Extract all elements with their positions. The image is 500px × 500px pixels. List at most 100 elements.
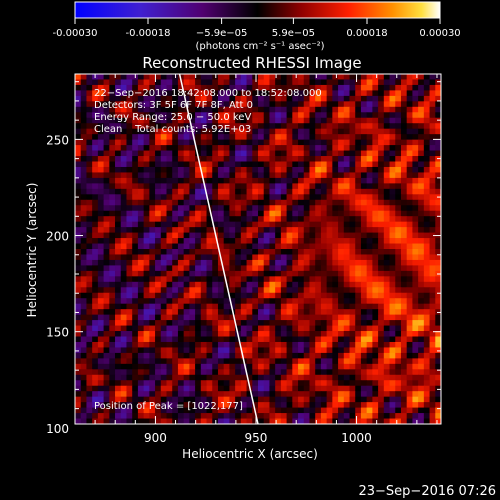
heatmap-cell bbox=[263, 276, 270, 283]
heatmap-cell bbox=[263, 161, 270, 168]
heatmap-cell bbox=[309, 276, 316, 283]
heatmap-cell bbox=[343, 396, 350, 403]
heatmap-cell bbox=[418, 352, 425, 359]
heatmap-cell bbox=[360, 232, 368, 239]
heatmap-cell bbox=[92, 101, 99, 108]
heatmap-cell bbox=[132, 347, 139, 354]
heatmap-cell bbox=[97, 156, 104, 162]
heatmap-cell bbox=[429, 374, 436, 381]
heatmap-cell bbox=[246, 309, 253, 316]
heatmap-cell bbox=[263, 216, 270, 223]
heatmap-cell bbox=[378, 166, 385, 173]
heatmap-cell bbox=[172, 161, 179, 168]
heatmap-cell bbox=[177, 90, 185, 97]
heatmap-cell bbox=[389, 352, 396, 359]
heatmap-cell bbox=[292, 106, 299, 113]
heatmap-cell bbox=[349, 101, 356, 108]
heatmap-cell bbox=[206, 172, 213, 179]
heatmap-cell bbox=[137, 221, 145, 228]
heatmap-cell bbox=[155, 341, 162, 348]
heatmap-cell bbox=[155, 352, 162, 359]
heatmap-cell bbox=[423, 341, 430, 348]
heatmap-cell bbox=[269, 177, 276, 184]
heatmap-cell bbox=[97, 216, 104, 223]
heatmap-cell bbox=[418, 117, 425, 124]
heatmap-cell bbox=[223, 320, 230, 326]
heatmap-cell bbox=[378, 347, 385, 354]
heatmap-cell bbox=[149, 156, 156, 162]
heatmap-cell bbox=[298, 358, 305, 365]
heatmap-cell bbox=[429, 238, 436, 244]
heatmap-cell bbox=[217, 84, 225, 91]
heatmap-cell bbox=[389, 95, 396, 102]
heatmap-cell bbox=[258, 238, 265, 244]
heatmap-cell bbox=[366, 270, 373, 277]
heatmap-cell bbox=[355, 216, 362, 223]
heatmap-cell bbox=[183, 199, 190, 206]
heatmap-cell bbox=[97, 210, 104, 217]
heatmap-cell bbox=[338, 358, 345, 365]
heatmap-cell bbox=[315, 336, 322, 343]
heatmap-cell bbox=[280, 385, 287, 392]
heatmap-cell bbox=[360, 259, 368, 266]
heatmap-cell bbox=[229, 325, 236, 332]
heatmap-cell bbox=[86, 101, 93, 108]
heatmap-cell bbox=[92, 84, 99, 91]
heatmap-cell bbox=[75, 352, 82, 359]
heatmap-cell bbox=[155, 320, 162, 326]
heatmap-cell bbox=[355, 292, 362, 299]
heatmap-cell bbox=[258, 210, 265, 217]
heatmap-cell bbox=[240, 380, 247, 387]
heatmap-cell bbox=[252, 194, 259, 201]
heatmap-cell bbox=[298, 227, 305, 233]
colorbar-units: (photons cm⁻² s⁻¹ asec⁻²) bbox=[195, 41, 324, 52]
heatmap-cell bbox=[80, 128, 87, 135]
heatmap-cell bbox=[372, 139, 379, 146]
heatmap-cell bbox=[189, 249, 196, 255]
heatmap-cell bbox=[132, 358, 139, 365]
heatmap-cell bbox=[166, 95, 173, 102]
heatmap-cell bbox=[246, 402, 253, 408]
heatmap-cell bbox=[172, 199, 179, 206]
heatmap-cell bbox=[286, 221, 293, 228]
heatmap-cell bbox=[343, 139, 350, 146]
heatmap-cell bbox=[217, 177, 225, 184]
heatmap-cell bbox=[200, 101, 207, 108]
heatmap-cell bbox=[355, 287, 362, 294]
heatmap-cell bbox=[109, 145, 116, 151]
heatmap-cell bbox=[212, 413, 219, 419]
heatmap-cell bbox=[378, 352, 385, 359]
heatmap-cell bbox=[132, 210, 139, 217]
heatmap-cell bbox=[92, 139, 99, 146]
heatmap-cell bbox=[332, 112, 339, 119]
heatmap-cell bbox=[372, 347, 379, 354]
heatmap-cell bbox=[115, 336, 122, 343]
heatmap-cell bbox=[132, 139, 139, 146]
heatmap-cell bbox=[338, 172, 345, 179]
heatmap-cell bbox=[360, 238, 368, 244]
heatmap-cell bbox=[286, 314, 293, 321]
heatmap-cell bbox=[280, 161, 287, 168]
heatmap-cell bbox=[217, 374, 225, 381]
heatmap-cell bbox=[240, 249, 247, 255]
heatmap-cell bbox=[80, 325, 87, 332]
heatmap-cell bbox=[120, 287, 127, 294]
heatmap-cell bbox=[86, 347, 93, 354]
heatmap-cell bbox=[292, 84, 299, 91]
heatmap-cell bbox=[240, 79, 247, 86]
heatmap-cell bbox=[303, 259, 310, 266]
heatmap-cell bbox=[412, 95, 419, 102]
heatmap-cell bbox=[320, 177, 328, 184]
heatmap-cell bbox=[343, 177, 350, 184]
heatmap-cell bbox=[240, 347, 247, 354]
heatmap-cell bbox=[389, 369, 396, 376]
heatmap-cell bbox=[126, 270, 133, 277]
heatmap-cell bbox=[212, 374, 219, 381]
heatmap-cell bbox=[275, 166, 282, 173]
heatmap-cell bbox=[429, 287, 436, 294]
heatmap-cell bbox=[172, 298, 179, 305]
heatmap-cell bbox=[92, 374, 99, 381]
heatmap-cell bbox=[298, 413, 305, 419]
heatmap-cell bbox=[109, 95, 116, 102]
heatmap-cell bbox=[252, 183, 259, 190]
